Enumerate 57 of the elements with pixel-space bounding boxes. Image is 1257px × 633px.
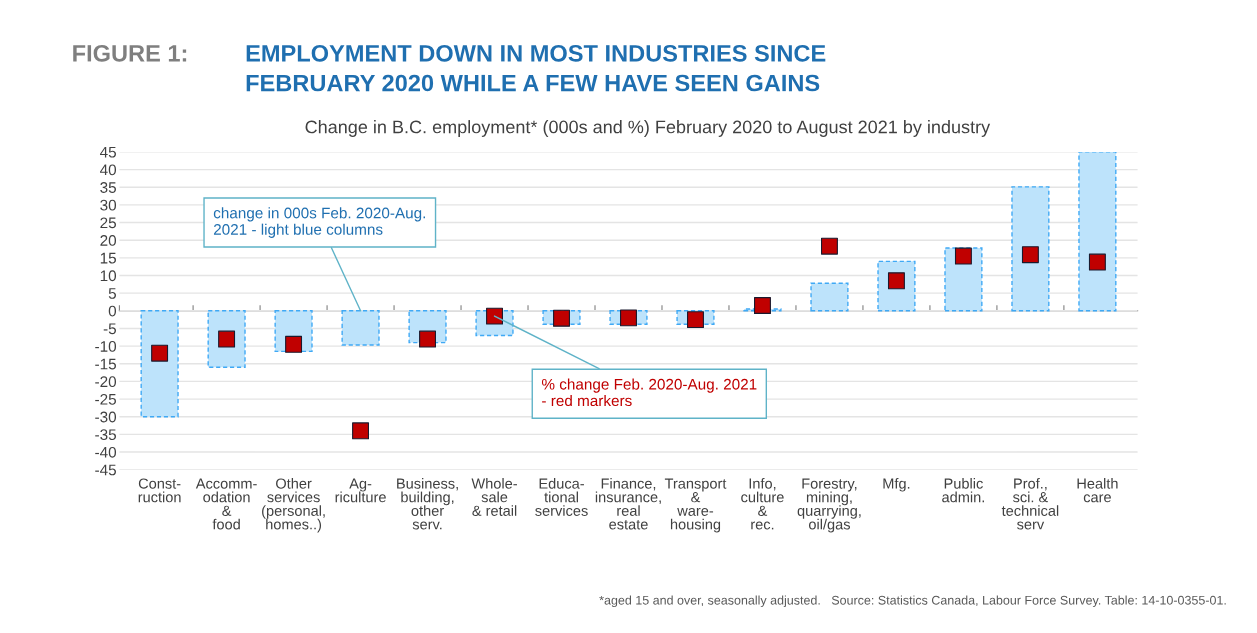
bar bbox=[1011, 186, 1050, 312]
caption: FIGURE 1: bbox=[73, 44, 187, 62]
point bbox=[151, 344, 169, 362]
y-tick-label: 35 bbox=[100, 182, 116, 193]
x-tick-label: Public admin. bbox=[942, 478, 984, 503]
y-tick-label: 30 bbox=[100, 199, 117, 211]
y-tick-label: 25 bbox=[100, 217, 116, 229]
y-tick-label: 20 bbox=[100, 235, 117, 246]
point bbox=[620, 309, 637, 327]
y-tick-label: -30 bbox=[95, 411, 117, 423]
x-tick-label: Whole- sale & retail bbox=[471, 478, 517, 516]
point bbox=[1021, 246, 1039, 264]
y-tick-label: 10 bbox=[100, 270, 117, 282]
point bbox=[419, 330, 437, 348]
point bbox=[352, 422, 370, 440]
y-tick-label: -10 bbox=[95, 340, 117, 352]
x-tick-label: Accomm- odation & food bbox=[195, 478, 257, 530]
bar bbox=[341, 310, 380, 346]
y-tick-label: -5 bbox=[103, 323, 116, 335]
text: *aged 15 and over, seasonally adjusted. Source: Statistics Canada, Labour Force Survey. Table: 14-10-0355-01. bbox=[599, 595, 1226, 608]
point bbox=[820, 237, 838, 255]
y-tick-label: 45 bbox=[100, 146, 116, 158]
x-tick-label: Info, culture & rec. bbox=[741, 478, 784, 530]
bar bbox=[140, 310, 179, 418]
chart-subtitle: Change in B.C. employment* (000s and %) February 2020 to August 2021 by industry bbox=[305, 120, 991, 137]
y-tick-label: -25 bbox=[95, 393, 116, 405]
y-tick-label: 15 bbox=[100, 252, 116, 264]
annotation: % change Feb. 2020-Aug. 2021 - red markers bbox=[541, 378, 757, 407]
y-tick-label: -20 bbox=[95, 376, 117, 388]
x-tick-label: Ag- riculture bbox=[335, 478, 386, 503]
point bbox=[753, 297, 771, 314]
y-tick-label: 0 bbox=[108, 305, 117, 317]
bar bbox=[810, 282, 849, 312]
x-tick-label: Other services (personal, homes..) bbox=[262, 478, 325, 533]
y-tick-label: -35 bbox=[95, 429, 116, 441]
y-tick-label: -40 bbox=[95, 446, 117, 458]
x-tick-label: Forestry, mining, quarrying, oil/gas bbox=[797, 478, 861, 533]
point bbox=[687, 311, 704, 329]
y-tick-label: -45 bbox=[95, 464, 116, 476]
point bbox=[954, 247, 972, 265]
point bbox=[553, 309, 570, 327]
y-tick-label: 5 bbox=[108, 288, 116, 299]
x-tick-label: Business, building, other serv. bbox=[397, 478, 458, 530]
bar bbox=[1078, 151, 1117, 312]
x-tick-label: Health care bbox=[1077, 478, 1118, 503]
x-tick-label: Transport & ware- housing bbox=[664, 478, 727, 533]
chart-title: EMPLOYMENT DOWN IN MOST INDUSTRIES SINCE FEBRUARY 2020 WHILE A FEW HAVE SEEN GAINS bbox=[246, 44, 826, 92]
x-tick-label: Mfg. bbox=[883, 478, 910, 492]
x-tick-label: Prof., sci. & technical serv bbox=[1001, 478, 1059, 530]
point bbox=[285, 335, 303, 353]
x-tick-label: Const- ruction bbox=[138, 478, 181, 503]
annotation: change in 000s Feb. 2020-Aug. 2021 - light blue columns bbox=[213, 207, 425, 238]
x-tick-label: Finance, insurance, real estate bbox=[595, 478, 661, 530]
y-tick-label: 40 bbox=[100, 164, 117, 176]
y-tick-label: -15 bbox=[95, 358, 116, 370]
x-tick-label: Educa- tional services bbox=[535, 478, 588, 516]
point bbox=[1088, 253, 1106, 271]
